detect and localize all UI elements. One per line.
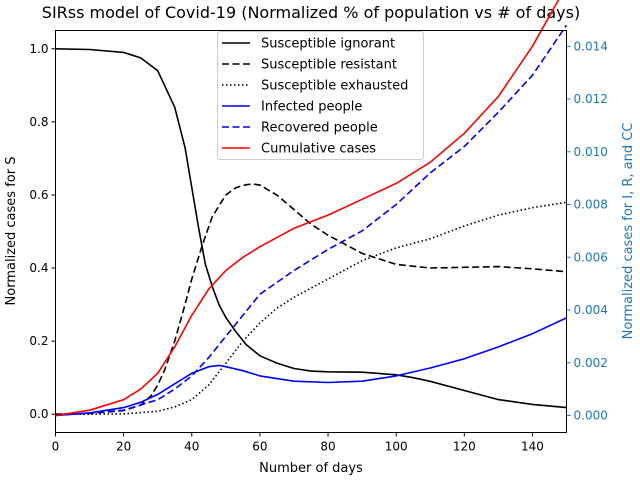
legend-label-0: Susceptible ignorant (261, 37, 395, 52)
legend-label-2: Susceptible exhausted (261, 79, 408, 94)
series-line-2 (55, 201, 567, 416)
y2-tick-label: 0.014 (574, 39, 608, 53)
legend-label-5: Cumulative cases (261, 142, 376, 157)
y2-tick-label: 0.008 (574, 198, 608, 212)
y-axis-left-ticks: 0.0 0.2 0.4 0.6 0.8 1.0 (29, 42, 56, 421)
legend-label-3: Infected people (261, 100, 362, 115)
series-layer (55, 0, 568, 417)
legend: Susceptible ignorant Susceptible resistan… (217, 31, 424, 160)
y2-tick-label: 0.012 (574, 92, 608, 106)
x-tick-label: 100 (385, 440, 408, 454)
x-tick-label: 40 (184, 440, 199, 454)
x-axis-ticks: 0 20 40 60 80 100 120 140 (52, 432, 544, 454)
y2-tick-label: 0.004 (574, 303, 608, 317)
y-axis-right-ticks: 0.000 0.002 0.004 0.006 0.008 0.010 0.012 0.014 (566, 39, 608, 422)
series-line-4 (55, 24, 568, 417)
x-tick-label: 60 (252, 440, 267, 454)
x-axis-label: Number of days (259, 461, 363, 476)
legend-label-1: Susceptible resistant (261, 58, 397, 73)
x-tick-label: 0 (52, 440, 60, 454)
y-tick-label: 0.0 (29, 407, 48, 421)
series-line-0 (55, 48, 567, 409)
y2-tick-label: 0.002 (574, 356, 608, 370)
x-tick-label: 140 (521, 440, 544, 454)
legend-label-4: Recovered people (261, 121, 378, 136)
y-axis-left-label: Normalized cases for S (4, 157, 19, 306)
legend-box (217, 31, 424, 160)
x-tick-label: 80 (320, 440, 335, 454)
series-line-3 (55, 317, 567, 417)
chart-title: SIRss model of Covid-19 (Normalized % of… (42, 3, 580, 22)
y-tick-label: 0.6 (29, 188, 48, 202)
y2-tick-label: 0.006 (574, 250, 608, 264)
x-tick-label: 120 (453, 440, 476, 454)
y-tick-label: 1.0 (29, 42, 48, 56)
y-axis-right-label: Normalized cases for I, R, and CC (621, 123, 636, 340)
y2-tick-label: 0.010 (574, 145, 608, 159)
series-line-5 (55, 0, 560, 417)
y-tick-label: 0.2 (29, 334, 48, 348)
y-tick-label: 0.8 (29, 115, 48, 129)
y2-tick-label: 0.000 (574, 408, 608, 422)
plot-frame (55, 30, 567, 433)
y-tick-label: 0.4 (29, 261, 48, 275)
series-line-1 (55, 183, 567, 415)
x-tick-label: 20 (116, 440, 131, 454)
